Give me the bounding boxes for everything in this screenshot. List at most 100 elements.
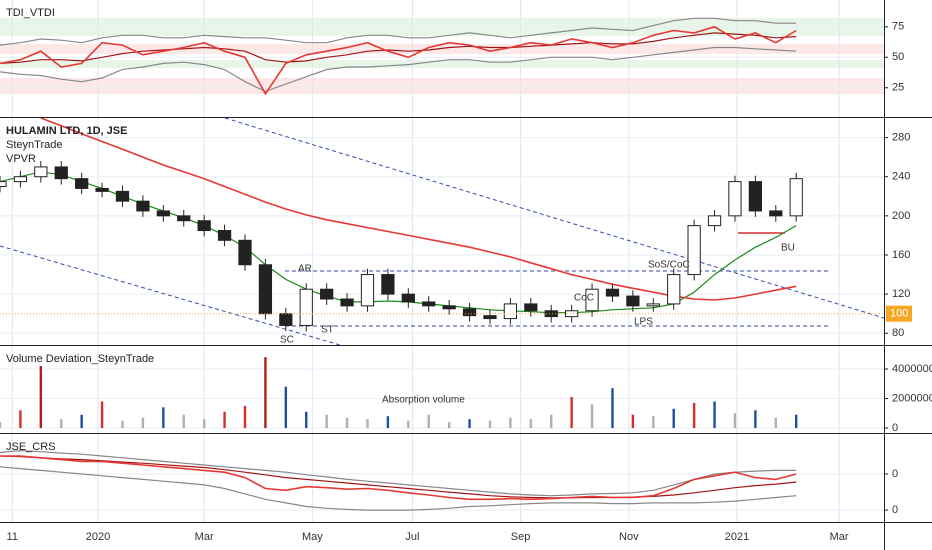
candle-body xyxy=(667,274,681,305)
candle-body xyxy=(565,310,579,318)
y-tick-label: 160 xyxy=(892,249,910,261)
bar xyxy=(550,414,553,428)
bar xyxy=(182,414,185,428)
candle-body xyxy=(54,166,68,180)
candle-body xyxy=(401,293,415,303)
zone xyxy=(0,60,884,68)
candle-body xyxy=(95,187,109,192)
candle-body xyxy=(279,313,293,326)
bar xyxy=(488,420,492,428)
bar xyxy=(427,414,430,428)
candle-body xyxy=(707,215,722,227)
bar xyxy=(386,416,390,428)
bar xyxy=(100,401,104,428)
bar xyxy=(121,420,124,428)
annotation: BU xyxy=(781,243,795,254)
candle-body xyxy=(177,215,191,222)
bar xyxy=(733,413,737,428)
y-tick-label: 240 xyxy=(892,171,910,183)
y-tick-label: 25 xyxy=(892,82,904,94)
candle-body xyxy=(136,200,150,212)
bar xyxy=(713,401,716,428)
annotation: CoC xyxy=(574,293,594,304)
x-tick-label: Nov xyxy=(619,531,639,543)
candle-body xyxy=(34,166,48,178)
panel-title: JSE_CRS xyxy=(6,441,56,453)
bar xyxy=(39,366,43,428)
bar xyxy=(692,402,696,428)
panel-title: HULAMIN LTD, 1D, JSE xyxy=(6,125,127,137)
candle-body xyxy=(503,303,518,320)
candle-body xyxy=(626,295,640,307)
bar xyxy=(447,422,451,428)
plot xyxy=(0,17,884,511)
bar xyxy=(345,417,349,428)
candle-body xyxy=(585,288,599,312)
candle-body xyxy=(789,178,803,217)
bar xyxy=(774,417,777,428)
bar xyxy=(243,405,247,428)
x-tick-label: 2020 xyxy=(86,531,110,543)
bar xyxy=(0,422,2,428)
x-tick-label: Mar xyxy=(830,531,849,543)
y-tick-label: 0 xyxy=(892,504,898,516)
candle-body xyxy=(646,303,660,307)
line-series xyxy=(0,449,797,497)
candle-body xyxy=(483,315,497,320)
bar xyxy=(284,386,288,428)
candle-body xyxy=(156,210,170,217)
candle-body xyxy=(217,230,232,241)
candle-body xyxy=(75,178,89,189)
y-tick-label: 2000000 xyxy=(892,392,932,404)
bar xyxy=(754,410,757,428)
x-tick-label: Mar xyxy=(195,531,214,543)
bar xyxy=(325,414,328,428)
bar xyxy=(590,404,594,428)
drawings xyxy=(0,117,885,346)
candle-body xyxy=(238,239,252,266)
labels: 11 2020 Mar May Jul Sep Nov 2021 Mar 25 50 75 TDI_VT… xyxy=(6,7,932,543)
line-series xyxy=(0,32,797,64)
panel-title: TDI_VTDI xyxy=(6,7,55,19)
line-series xyxy=(0,455,797,501)
candle-body xyxy=(687,225,701,276)
bar xyxy=(202,419,206,428)
candle-body xyxy=(115,190,130,202)
annotation: AR xyxy=(298,264,312,275)
bar xyxy=(80,414,83,428)
x-tick-label: Jul xyxy=(405,531,419,543)
panel-title: Volume Deviation_SteynTrade xyxy=(6,353,154,365)
bar xyxy=(223,411,226,428)
candle-body xyxy=(381,274,395,295)
y-tick-label: 0 xyxy=(892,468,898,480)
last-price-box xyxy=(886,305,912,322)
bar xyxy=(366,419,369,428)
line-series xyxy=(0,466,797,511)
zone xyxy=(0,44,884,54)
candle-body xyxy=(197,220,211,232)
bar xyxy=(611,388,614,428)
y-tick-label: 200 xyxy=(892,210,910,222)
bar xyxy=(19,410,22,428)
candle-body xyxy=(728,181,742,217)
candle-body xyxy=(544,310,558,318)
line-series xyxy=(0,171,797,314)
y-tick-label: 80 xyxy=(892,327,904,339)
bar xyxy=(60,419,63,428)
x-tick-label: May xyxy=(302,531,323,543)
y-tick-label: 0 xyxy=(892,422,898,434)
candle-body xyxy=(422,301,436,307)
bar xyxy=(652,416,655,428)
y-tick-label: 120 xyxy=(892,288,910,300)
bar xyxy=(162,407,165,428)
y-tick-label: 50 xyxy=(892,51,904,63)
bar xyxy=(141,417,145,428)
bar xyxy=(468,419,471,428)
annotation: ST xyxy=(321,325,334,336)
annotation: SC xyxy=(280,335,294,346)
candle-body xyxy=(360,274,375,307)
candle-body xyxy=(524,303,538,312)
candle-body xyxy=(769,210,783,217)
y-tick-label: 280 xyxy=(892,131,910,143)
